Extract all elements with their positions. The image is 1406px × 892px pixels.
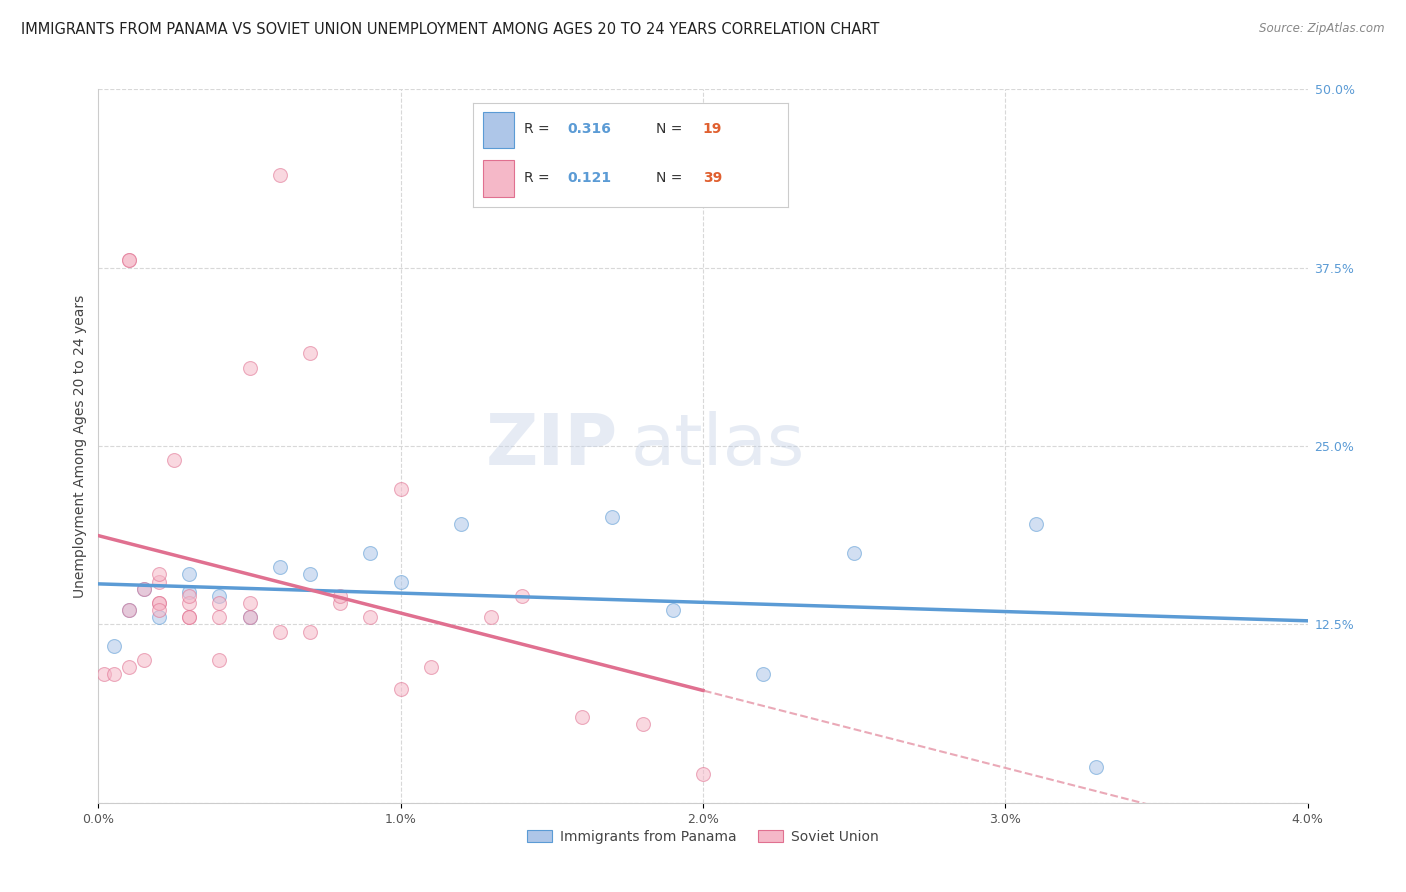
Point (208, 596, 231, 610)
Point (163, 453, 186, 467)
Point (329, 589, 352, 603)
Point (481, 610, 503, 624)
Point (450, 517, 472, 532)
Point (389, 681, 412, 696)
Point (602, 510, 624, 524)
Point (179, 610, 201, 624)
Point (132, 582, 155, 596)
Point (148, 610, 170, 624)
Point (239, 610, 262, 624)
Point (208, 653, 231, 667)
Text: Source: ZipAtlas.com: Source: ZipAtlas.com (1260, 22, 1385, 36)
Point (661, 603, 683, 617)
Point (299, 567, 322, 582)
Point (118, 253, 141, 268)
Point (239, 360, 262, 375)
Point (179, 610, 201, 624)
Point (118, 253, 141, 268)
Point (269, 560, 291, 574)
Point (360, 610, 382, 624)
Point (179, 567, 201, 582)
Point (844, 546, 866, 560)
Point (299, 346, 322, 360)
Point (132, 582, 155, 596)
Text: atlas: atlas (630, 411, 804, 481)
Point (208, 610, 231, 624)
Point (179, 596, 201, 610)
Point (1085, 760, 1108, 774)
Point (148, 603, 170, 617)
Point (631, 717, 654, 731)
Y-axis label: Unemployment Among Ages 20 to 24 years: Unemployment Among Ages 20 to 24 years (73, 294, 87, 598)
Text: IMMIGRANTS FROM PANAMA VS SOVIET UNION UNEMPLOYMENT AMONG AGES 20 TO 24 YEARS CO: IMMIGRANTS FROM PANAMA VS SOVIET UNION U… (21, 22, 880, 37)
Point (148, 567, 170, 582)
Point (1025, 517, 1047, 532)
Point (118, 660, 141, 674)
Point (269, 624, 291, 639)
Point (239, 610, 262, 624)
Point (103, 667, 125, 681)
Point (389, 482, 412, 496)
Point (752, 667, 775, 681)
Point (118, 603, 141, 617)
Point (93, 667, 115, 681)
Point (118, 603, 141, 617)
Point (329, 596, 352, 610)
Point (692, 767, 714, 781)
Legend: Immigrants from Panama, Soviet Union: Immigrants from Panama, Soviet Union (522, 824, 884, 849)
Point (132, 653, 155, 667)
Point (269, 168, 291, 182)
Point (510, 589, 533, 603)
Point (103, 639, 125, 653)
Point (389, 574, 412, 589)
Point (179, 584, 201, 599)
Point (571, 710, 593, 724)
Point (148, 574, 170, 589)
Point (360, 546, 382, 560)
Point (148, 596, 170, 610)
Point (179, 589, 201, 603)
Text: ZIP: ZIP (486, 411, 619, 481)
Point (299, 624, 322, 639)
Point (239, 596, 262, 610)
Point (208, 589, 231, 603)
Point (148, 596, 170, 610)
Point (420, 660, 443, 674)
